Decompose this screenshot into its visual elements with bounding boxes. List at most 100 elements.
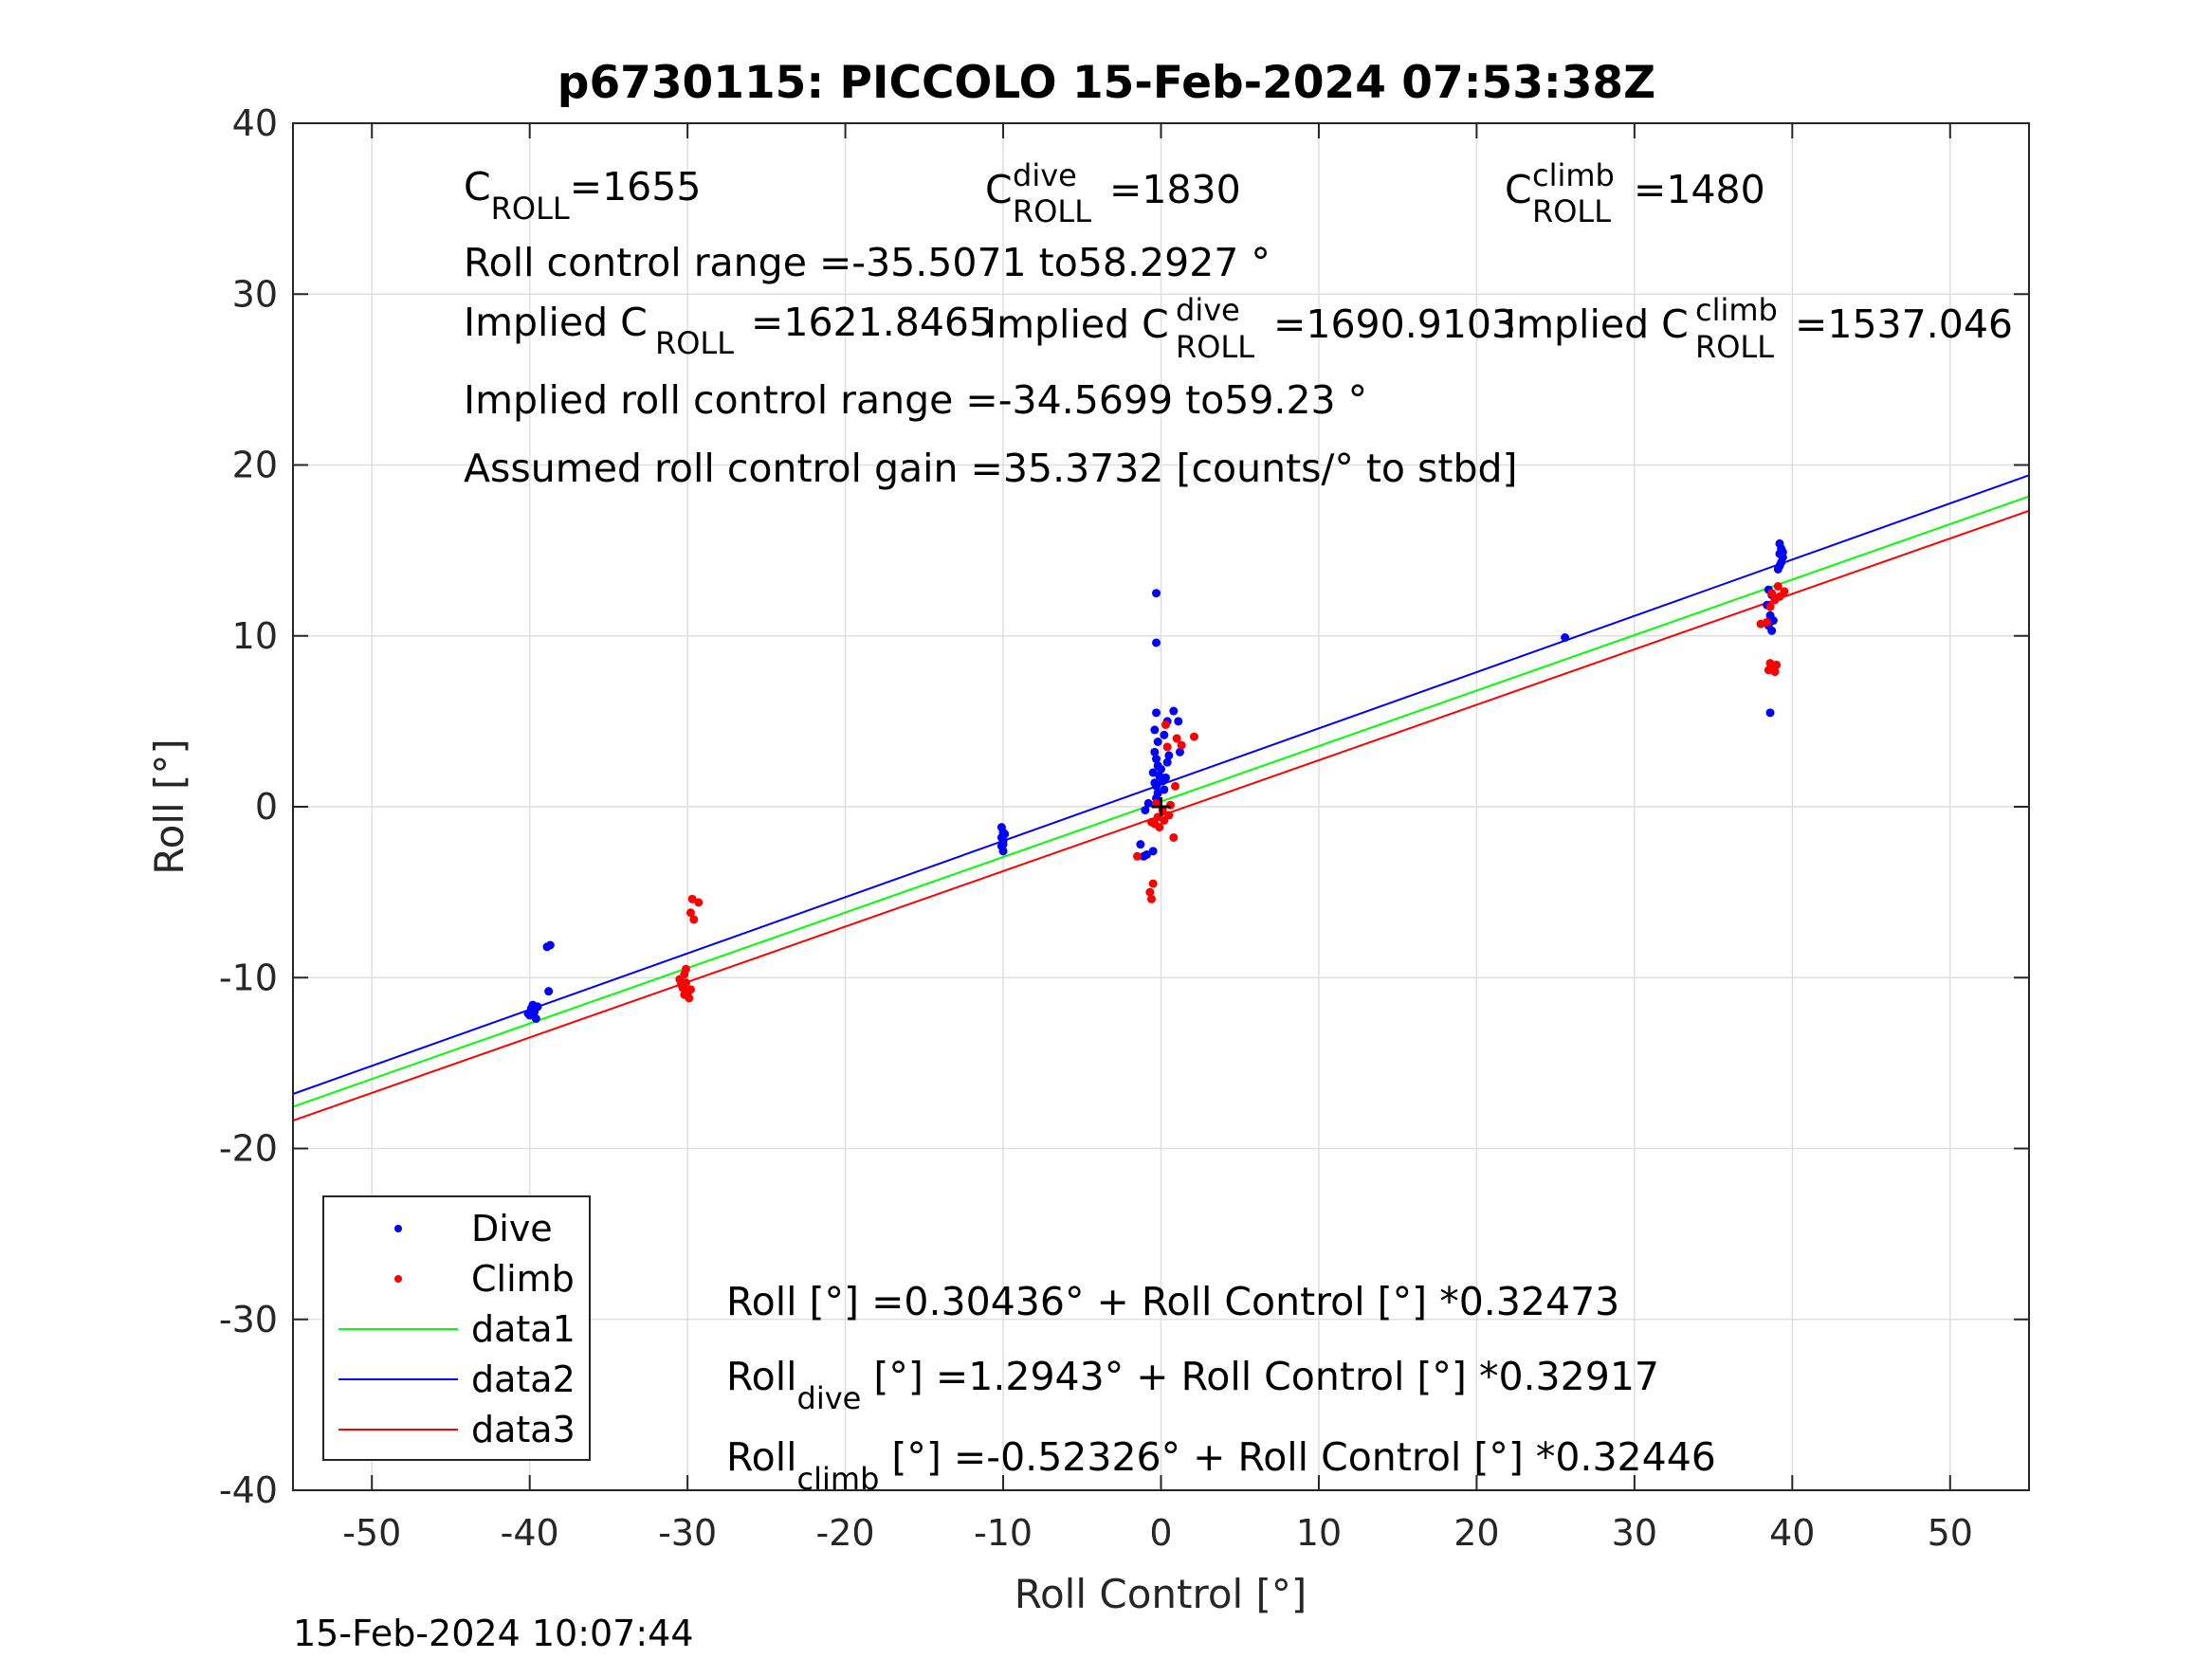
dive-point: [1174, 717, 1183, 726]
x-tick-label: -50: [342, 1512, 401, 1554]
climb-point: [675, 975, 685, 984]
climb-point: [1148, 879, 1158, 888]
svg-text:climb: climb: [1695, 292, 1778, 328]
svg-text:ROLL: ROLL: [1176, 329, 1254, 365]
x-tick-label: -10: [974, 1512, 1033, 1554]
dive-point: [545, 940, 555, 950]
y-tick-label: 20: [232, 445, 278, 486]
x-tick-label: 10: [1296, 1512, 1342, 1554]
climb-point: [1133, 851, 1143, 861]
dive-point: [1160, 785, 1169, 794]
climb-point: [689, 915, 699, 924]
dive-point: [1767, 626, 1777, 635]
dive-point: [531, 1014, 540, 1024]
dive-point: [1157, 764, 1165, 774]
implied-c-roll-annotation: Implied C ROLL =1621.8465: [464, 300, 994, 361]
svg-text:Implied C: Implied C: [985, 301, 1169, 347]
x-tick-label: -30: [658, 1512, 717, 1554]
legend-label-data2: data2: [471, 1358, 576, 1400]
x-tick-label: -20: [816, 1512, 875, 1554]
dive-point: [1152, 755, 1161, 764]
roll-control-gain-text: Assumed roll control gain =35.3732 [coun…: [464, 446, 1518, 491]
legend: Dive Climb data1 data2 data3: [322, 1195, 591, 1461]
dive-point: [1778, 547, 1787, 556]
dive-point: [1136, 840, 1145, 849]
dive-point: [1152, 638, 1161, 647]
svg-text:=1621.8465: =1621.8465: [751, 300, 994, 345]
svg-text:climb: climb: [1532, 157, 1615, 193]
c-climb-annotation: C climb ROLL =1480: [1505, 157, 1765, 229]
dive-point: [1160, 730, 1169, 739]
dive-point: [1152, 708, 1161, 718]
x-tick-label: 20: [1453, 1512, 1499, 1554]
y-tick-label: -40: [219, 1469, 278, 1511]
dive-point: [1150, 725, 1160, 735]
legend-label-data3: data3: [471, 1409, 576, 1450]
legend-label-data1: data1: [471, 1308, 576, 1350]
climb-point: [686, 908, 695, 918]
dive-point: [1175, 747, 1184, 757]
y-axis-label: Roll [°]: [146, 738, 192, 874]
svg-text:dive: dive: [1176, 292, 1240, 328]
legend-label-climb: Climb: [471, 1258, 575, 1300]
dive-point: [523, 1009, 533, 1018]
dive-point: [998, 847, 1008, 856]
dive-point: [1561, 633, 1570, 643]
x-tick-labels: -50 -40 -30 -20 -10 0 10 20 30 40 50: [342, 1512, 1973, 1554]
climb-point: [1170, 781, 1179, 791]
svg-text:=1830: =1830: [1109, 167, 1241, 212]
climb-point: [1172, 734, 1181, 743]
climb-point: [1177, 740, 1186, 750]
y-tick-label: 30: [232, 273, 278, 315]
y-tick-label: 40: [232, 102, 278, 144]
climb-point: [1770, 667, 1780, 677]
chart-title: p6730115: PICCOLO 15-Feb-2024 07:53:38Z: [558, 57, 1655, 109]
dive-point: [1000, 830, 1010, 839]
climb-point: [1772, 660, 1782, 669]
data-points: [523, 538, 1789, 1024]
svg-text:ROLL: ROLL: [1695, 329, 1774, 365]
climb-point: [1162, 742, 1172, 752]
fit-equation-climb: Rollclimb [°] =-0.52326° + Roll Control …: [726, 1434, 1716, 1497]
svg-text:C: C: [985, 167, 1013, 212]
roll-control-range-text: Roll control range =-35.5071 to58.2927 °: [464, 240, 1271, 285]
legend-swatch-dive: [394, 1225, 402, 1232]
climb-point: [1189, 732, 1198, 741]
svg-text:Implied C: Implied C: [1505, 301, 1689, 347]
svg-text:=1480: =1480: [1634, 167, 1765, 212]
dive-point: [1150, 778, 1160, 788]
dive-point: [1765, 708, 1775, 718]
x-tick-label: 50: [1928, 1512, 1973, 1554]
svg-text:ROLL: ROLL: [655, 325, 734, 361]
y-tick-label: -10: [219, 957, 278, 998]
climb-point: [681, 964, 690, 974]
dive-point: [1162, 757, 1172, 767]
dive-point: [1148, 768, 1158, 777]
climb-point: [1161, 720, 1170, 729]
dive-point: [1164, 751, 1174, 760]
implied-c-climb-annotation: Implied C climb ROLL =1537.046: [1505, 292, 2013, 365]
y-tick-label: 0: [255, 786, 278, 828]
fit-equation-all: Roll [°] =0.30436° + Roll Control [°] *0…: [726, 1279, 1619, 1324]
x-axis-label: Roll Control [°]: [1015, 1571, 1307, 1617]
timestamp: 15-Feb-2024 10:07:44: [293, 1613, 694, 1654]
climb-point: [694, 898, 704, 907]
c-dive-annotation: C dive ROLL =1830: [985, 157, 1241, 229]
climb-point: [1164, 811, 1174, 820]
dive-point: [1150, 747, 1160, 757]
climb-point: [1147, 894, 1157, 903]
dive-point: [1152, 589, 1161, 598]
climb-point: [680, 990, 689, 999]
climb-point: [687, 894, 697, 903]
svg-text:C: C: [1505, 167, 1532, 212]
svg-text:ROLL: ROLL: [1013, 193, 1091, 229]
climb-point: [1773, 581, 1782, 591]
legend-swatch-climb: [394, 1275, 402, 1283]
y-tick-label: -30: [219, 1299, 278, 1340]
x-tick-label: -40: [501, 1512, 559, 1554]
dive-point: [1148, 847, 1158, 856]
axes-box: [292, 122, 2030, 1491]
svg-text:=1537.046: =1537.046: [1795, 301, 2013, 347]
legend-label-dive: Dive: [471, 1208, 553, 1249]
